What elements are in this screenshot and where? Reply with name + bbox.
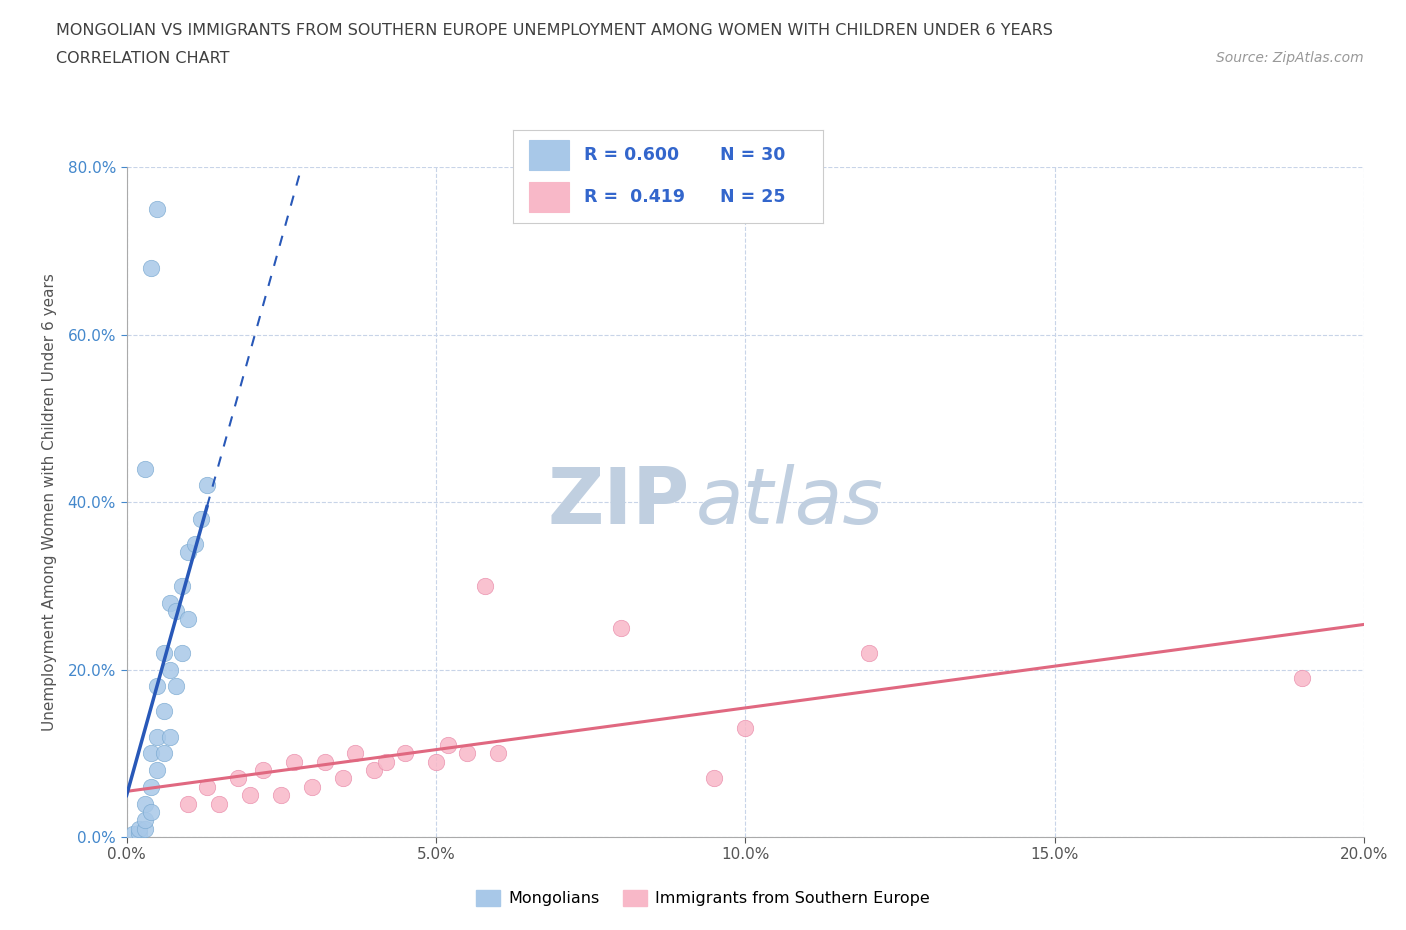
Point xyxy=(177,545,200,560)
Point xyxy=(172,578,194,593)
Point xyxy=(146,202,169,217)
Text: N = 25: N = 25 xyxy=(720,188,786,206)
Point xyxy=(165,679,187,694)
Point xyxy=(172,645,194,660)
Point xyxy=(152,645,174,660)
Point xyxy=(195,478,218,493)
Point xyxy=(134,821,156,836)
Point xyxy=(394,746,416,761)
Point xyxy=(159,595,181,610)
Point xyxy=(375,754,398,769)
Point xyxy=(195,779,218,794)
Point xyxy=(252,763,274,777)
Point xyxy=(283,754,305,769)
Point xyxy=(270,788,292,803)
Point xyxy=(177,796,200,811)
Point xyxy=(1291,671,1313,685)
FancyBboxPatch shape xyxy=(529,140,569,170)
Point xyxy=(344,746,367,761)
Point xyxy=(128,821,150,836)
Point xyxy=(121,827,143,842)
FancyBboxPatch shape xyxy=(529,182,569,212)
Point xyxy=(141,260,163,275)
Legend: Mongolians, Immigrants from Southern Europe: Mongolians, Immigrants from Southern Eur… xyxy=(470,884,936,912)
Point xyxy=(239,788,262,803)
Point xyxy=(134,461,156,476)
Point xyxy=(208,796,231,811)
Point xyxy=(437,737,460,752)
Text: ZIP: ZIP xyxy=(547,464,689,540)
Point xyxy=(152,704,174,719)
Point xyxy=(134,813,156,828)
Point xyxy=(474,578,496,593)
Point xyxy=(456,746,478,761)
Y-axis label: Unemployment Among Women with Children Under 6 years: Unemployment Among Women with Children U… xyxy=(42,273,56,731)
Point xyxy=(134,796,156,811)
Point xyxy=(363,763,385,777)
Point xyxy=(314,754,336,769)
Point xyxy=(734,721,756,736)
Point xyxy=(146,729,169,744)
Point xyxy=(183,537,205,551)
Point xyxy=(226,771,249,786)
Point xyxy=(146,679,169,694)
Point xyxy=(486,746,509,761)
Text: R = 0.600: R = 0.600 xyxy=(585,146,679,165)
Text: Source: ZipAtlas.com: Source: ZipAtlas.com xyxy=(1216,51,1364,65)
Point xyxy=(165,604,187,618)
Point xyxy=(141,779,163,794)
Point xyxy=(159,729,181,744)
Point xyxy=(610,620,633,635)
Point xyxy=(425,754,447,769)
Point xyxy=(159,662,181,677)
Text: N = 30: N = 30 xyxy=(720,146,786,165)
Point xyxy=(141,746,163,761)
Point xyxy=(858,645,880,660)
Point xyxy=(141,804,163,819)
Point xyxy=(146,763,169,777)
Point xyxy=(301,779,323,794)
Point xyxy=(190,512,212,526)
Point xyxy=(152,746,174,761)
Point xyxy=(332,771,354,786)
Point xyxy=(177,612,200,627)
Text: atlas: atlas xyxy=(696,464,883,540)
Point xyxy=(703,771,725,786)
Text: MONGOLIAN VS IMMIGRANTS FROM SOUTHERN EUROPE UNEMPLOYMENT AMONG WOMEN WITH CHILD: MONGOLIAN VS IMMIGRANTS FROM SOUTHERN EU… xyxy=(56,23,1053,38)
Point xyxy=(128,826,150,841)
Text: CORRELATION CHART: CORRELATION CHART xyxy=(56,51,229,66)
Text: R =  0.419: R = 0.419 xyxy=(585,188,685,206)
